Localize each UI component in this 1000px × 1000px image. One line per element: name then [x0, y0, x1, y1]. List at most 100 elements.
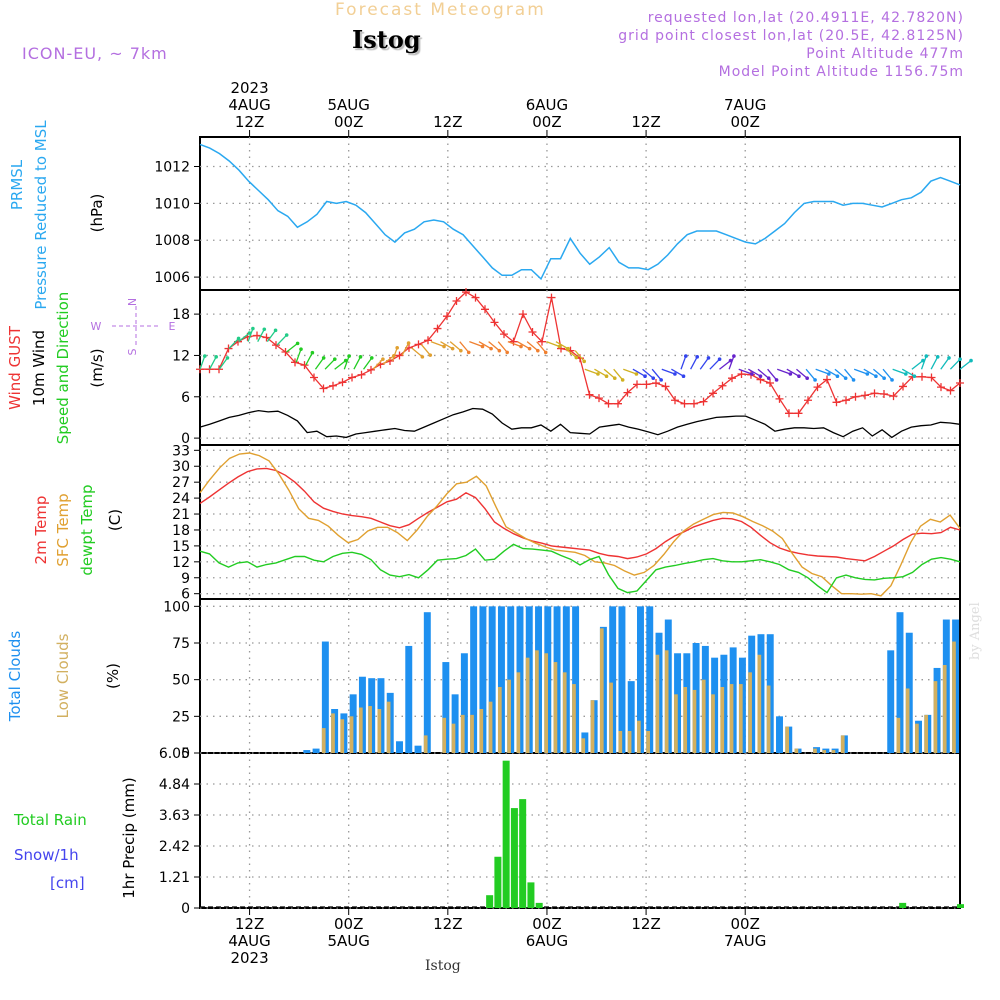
location-title: Istog: [352, 25, 421, 54]
x-tick-label-top: 00Z: [334, 113, 363, 131]
wind-direction-arrow: [247, 328, 254, 342]
gust-marker: [785, 409, 793, 418]
wind-direction-arrow: [536, 341, 547, 353]
gust-marker: [538, 337, 546, 346]
wind-direction-arrow: [372, 358, 384, 370]
x-tick-label-bottom: 2023: [230, 949, 268, 967]
x-tick-label-top: 7AUG: [724, 96, 766, 114]
y-tick-label: 50: [172, 673, 190, 689]
wind-direction-arrow: [305, 352, 313, 366]
low-clouds-bar: [905, 688, 910, 753]
wind-direction-arrow: [728, 355, 735, 370]
wind-direction-arrow: [872, 368, 885, 379]
wind-direction-arrowhead: [251, 326, 255, 331]
wind-direction-arrow: [796, 368, 808, 379]
rain-bar: [535, 902, 543, 908]
y-tick-label: 15: [172, 539, 190, 555]
wind-direction-arrowhead: [582, 359, 586, 364]
low-clouds-bar: [488, 701, 493, 753]
wind-direction-arrowhead: [732, 354, 736, 358]
clouds-unit: (%): [104, 663, 122, 689]
wind-direction-arrowhead: [536, 348, 540, 353]
pressure-label-long: Pressure Reduced to MSL: [32, 120, 50, 310]
x-tick-label-top: 6AUG: [526, 96, 568, 114]
wind-direction-arrowhead: [214, 355, 218, 359]
rain-bar: [899, 902, 907, 908]
gust-marker: [367, 365, 375, 374]
low-clouds-label: Low Clouds: [54, 633, 72, 718]
wind-direction-arrow: [555, 341, 569, 350]
wind-direction-arrowhead: [381, 357, 385, 361]
wind-direction-arrowhead: [890, 378, 894, 382]
wind-direction-arrow: [574, 350, 585, 362]
low-clouds-bar: [831, 750, 836, 753]
total-clouds-bar: [896, 612, 904, 753]
low-clouds-bar: [340, 719, 345, 753]
wind-direction-arrow: [920, 355, 927, 370]
wind-direction-arrow: [949, 358, 961, 370]
wind-direction-arrowhead: [851, 378, 856, 382]
gust-marker: [490, 318, 499, 327]
gust-marker: [642, 380, 651, 389]
wind-direction-arrow: [363, 357, 373, 370]
low-clouds-bar: [785, 726, 789, 753]
x-tick-label-top: 2023: [230, 79, 268, 97]
total-clouds-bar: [507, 606, 515, 753]
y-tick-label: 1008: [154, 233, 190, 249]
total-clouds-bar: [646, 606, 654, 753]
panel-frame: [199, 752, 961, 909]
wind-direction-arrowhead: [442, 344, 446, 349]
gust-marker: [699, 397, 708, 406]
total-clouds-bar: [396, 741, 403, 753]
low-clouds-bar: [599, 628, 604, 753]
wind-direction-arrow: [680, 355, 687, 370]
wind-dir-label: Speed and Direction: [54, 292, 72, 445]
wind-direction-arrowhead: [843, 376, 848, 381]
low-clouds-bar: [423, 735, 428, 753]
y-tick-label: 0: [181, 431, 190, 447]
wind-direction-arrowhead: [295, 341, 300, 346]
wind-direction-arrow: [853, 368, 868, 375]
y-tick-label: 4.84: [159, 777, 190, 793]
gust-marker: [262, 333, 271, 342]
low-clouds-bar: [609, 682, 613, 753]
wind-direction-arrowhead: [604, 374, 609, 379]
wind-direction-arrow: [805, 368, 816, 381]
dewpt-line: [199, 543, 961, 594]
y-tick-label: 100: [163, 599, 190, 615]
gust-marker: [870, 389, 879, 398]
total-clouds-bar: [442, 662, 450, 753]
low-clouds-bar: [618, 731, 623, 753]
total-clouds-bar: [637, 606, 644, 753]
wind-direction-arrow: [584, 368, 599, 375]
low-clouds-bar: [952, 641, 956, 753]
low-clouds-bar: [813, 748, 817, 753]
wind-direction-arrow: [420, 344, 431, 356]
gust-marker: [737, 370, 746, 379]
total-clouds-bar: [618, 606, 626, 753]
wind-direction-arrow: [238, 332, 250, 343]
wind-direction-arrowhead: [827, 372, 831, 376]
wind-direction-arrow: [911, 360, 924, 370]
gust-marker: [813, 383, 822, 392]
gust-marker: [357, 370, 366, 379]
low-clouds-bar: [507, 679, 511, 753]
wind-direction-arrowhead: [912, 374, 917, 379]
low-clouds-bar: [581, 738, 586, 753]
x-tick-label-top: 12Z: [631, 113, 660, 131]
wind-direction-arrow: [459, 341, 470, 353]
x-tick-label-bottom: 7AUG: [724, 932, 766, 950]
wind-direction-arrowhead: [634, 372, 639, 376]
rain-bar: [494, 856, 502, 908]
rain-bar: [486, 895, 494, 908]
x-tick-label-bottom: 12Z: [433, 915, 462, 933]
gust-marker: [291, 358, 299, 367]
gust-marker: [338, 378, 347, 387]
wind-direction-arrowhead: [428, 353, 433, 357]
gust-marker: [832, 398, 841, 407]
wind-direction-arrow: [276, 334, 288, 346]
gust-marker: [528, 328, 537, 337]
low-clouds-bar: [442, 717, 447, 753]
gust-marker: [956, 379, 964, 387]
rain-bar: [510, 808, 518, 908]
